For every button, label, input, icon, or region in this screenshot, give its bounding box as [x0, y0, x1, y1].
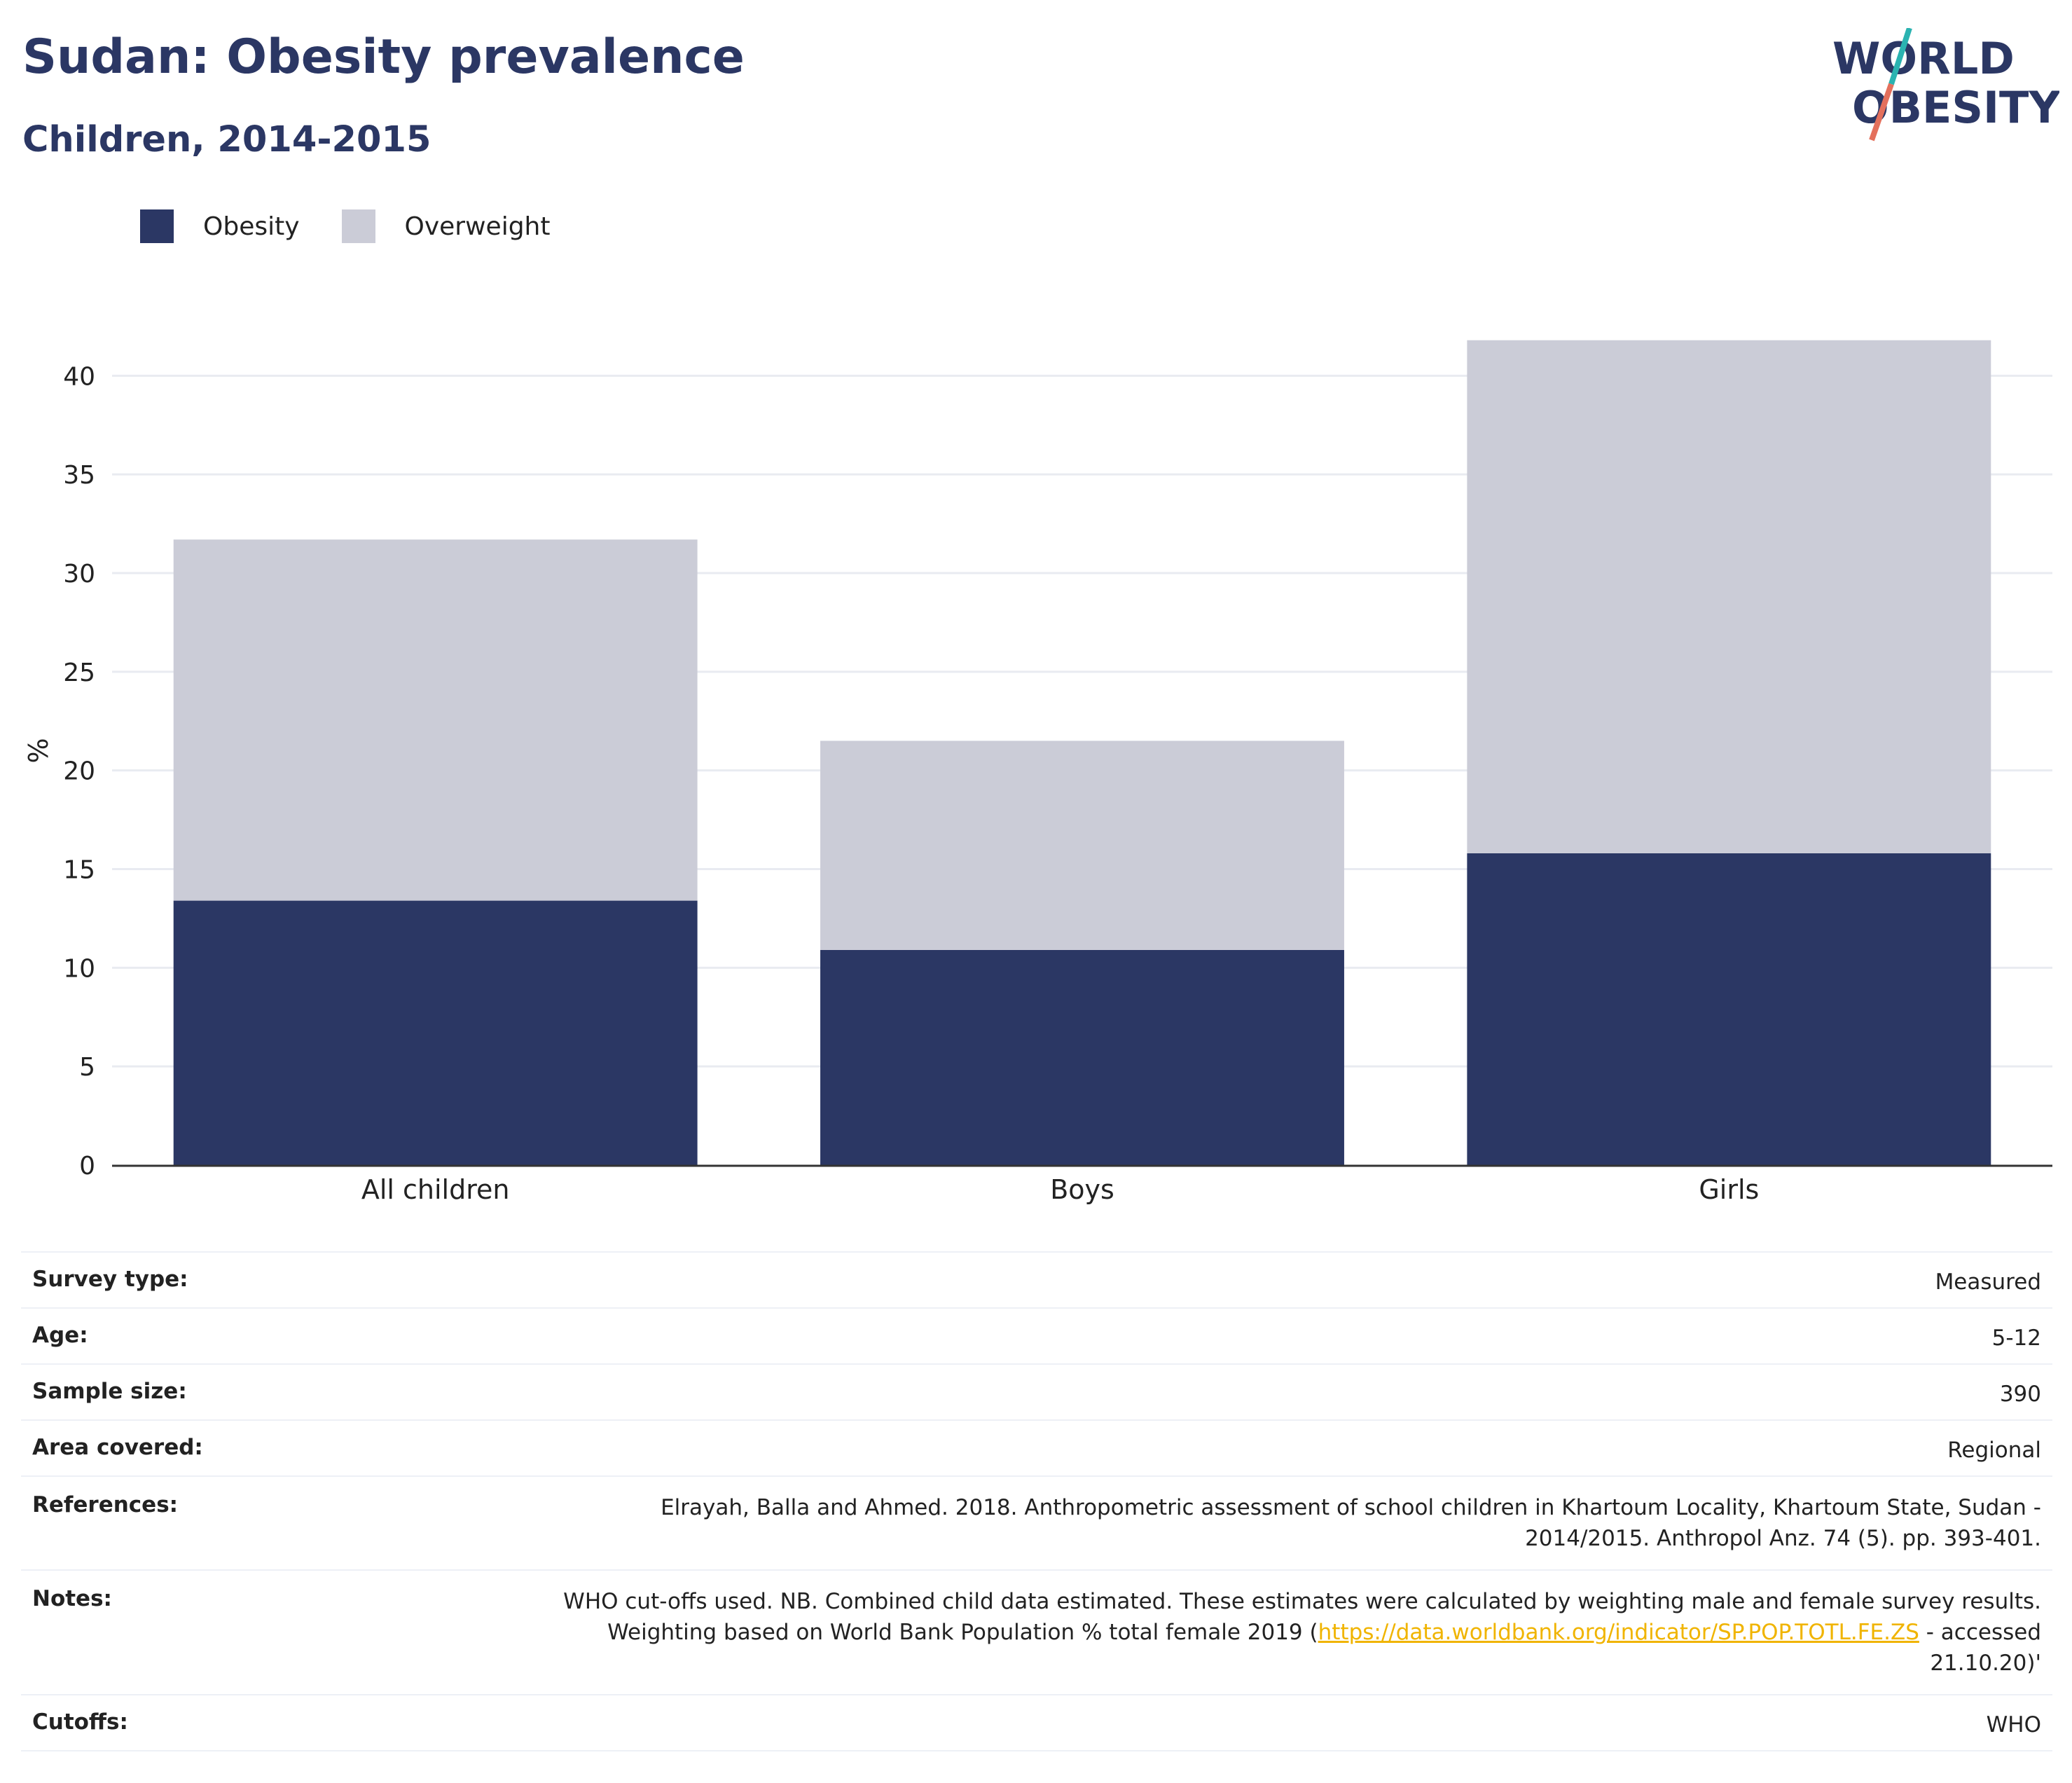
survey-info-table: Survey type: Measured Age: 5-12 Sample s… — [21, 1251, 2052, 1751]
info-key: Survey type: — [21, 1251, 338, 1308]
info-value: WHO — [338, 1694, 2052, 1751]
y-tick-label: 10 — [63, 954, 95, 983]
chart-title: Sudan: Obesity prevalence — [22, 29, 745, 85]
info-key: Cutoffs: — [21, 1694, 338, 1751]
bar-overweight — [173, 539, 698, 901]
logo-slash-top — [1888, 27, 1912, 85]
logo-graphic: WORLD OBESITY — [1832, 27, 2061, 142]
info-key: Area covered: — [21, 1419, 338, 1476]
info-value: 5-12 — [338, 1307, 2052, 1364]
info-value: WHO cut-offs used. NB. Combined child da… — [338, 1569, 2052, 1695]
info-row-survey-type: Survey type: Measured — [21, 1251, 2052, 1308]
info-row-cutoffs: Cutoffs: WHO — [21, 1694, 2052, 1751]
info-row-age: Age: 5-12 — [21, 1307, 2052, 1364]
reference-line-2: 2014/2015. Anthropol Anz. 74 (5). pp. 39… — [1525, 1526, 2041, 1551]
info-value: Measured — [338, 1251, 2052, 1308]
info-key: References: — [21, 1475, 338, 1570]
chart-subtitle: Children, 2014-2015 — [22, 119, 431, 160]
y-tick-label: 40 — [63, 362, 95, 391]
legend-label-obesity: Obesity — [203, 212, 300, 241]
info-value: Regional — [338, 1419, 2052, 1476]
world-obesity-logo: WORLD OBESITY — [1821, 27, 2061, 147]
info-key: Notes: — [21, 1569, 338, 1695]
notes-line-1: WHO cut-offs used. NB. Combined child da… — [563, 1589, 2041, 1614]
info-key: Age: — [21, 1307, 338, 1364]
bar-obesity — [820, 949, 1344, 1165]
y-axis-label: % — [23, 738, 54, 763]
x-tick-label: Girls — [1699, 1174, 1759, 1205]
info-row-references: References: Elrayah, Balla and Ahmed. 20… — [21, 1475, 2052, 1570]
bar-overweight — [1467, 340, 1991, 853]
bars — [173, 340, 1991, 1165]
y-tick-label: 15 — [63, 856, 95, 885]
x-tick-labels: All children Boys Girls — [361, 1174, 1759, 1205]
x-tick-label: Boys — [1050, 1174, 1114, 1205]
stacked-bar-chart: 0 5 10 15 20 25 30 35 40 All children Boys Girls % — [23, 340, 2052, 1205]
reference-line-1: Elrayah, Balla and Ahmed. 2018. Anthropo… — [661, 1495, 2041, 1520]
chart-legend: Obesity Overweight — [140, 209, 592, 244]
y-tick-label: 0 — [79, 1152, 95, 1180]
bar-obesity — [173, 900, 698, 1165]
worldbank-link[interactable]: https://data.worldbank.org/indicator/SP.… — [1318, 1620, 1919, 1645]
info-row-notes: Notes: WHO cut-offs used. NB. Combined c… — [21, 1569, 2052, 1695]
bar-obesity — [1467, 853, 1991, 1165]
logo-slash-bottom — [1869, 83, 1894, 142]
logo-word-1: WORLD — [1832, 33, 2015, 84]
info-row-sample-size: Sample size: 390 — [21, 1363, 2052, 1420]
legend-swatch-obesity — [140, 209, 174, 243]
x-tick-label: All children — [361, 1174, 510, 1205]
y-tick-label: 20 — [63, 757, 95, 786]
legend-swatch-overweight — [341, 209, 375, 243]
info-row-area-covered: Area covered: Regional — [21, 1419, 2052, 1476]
info-key: Sample size: — [21, 1363, 338, 1420]
y-tick-label: 30 — [63, 560, 95, 588]
bar-overweight — [820, 741, 1344, 950]
notes-line-3: 21.10.20)' — [1930, 1651, 2041, 1676]
info-value: Elrayah, Balla and Ahmed. 2018. Anthropo… — [338, 1475, 2052, 1570]
notes-line-2-start: Weighting based on World Bank Population… — [607, 1620, 1318, 1645]
info-value: 390 — [338, 1363, 2052, 1420]
notes-line-2-end: - accessed — [1919, 1620, 2041, 1645]
y-tick-label: 35 — [63, 461, 95, 490]
y-tick-label: 5 — [79, 1053, 95, 1082]
y-tick-label: 25 — [63, 659, 95, 687]
legend-label-overweight: Overweight — [404, 212, 551, 241]
y-tick-labels: 0 5 10 15 20 25 30 35 40 — [63, 362, 95, 1180]
